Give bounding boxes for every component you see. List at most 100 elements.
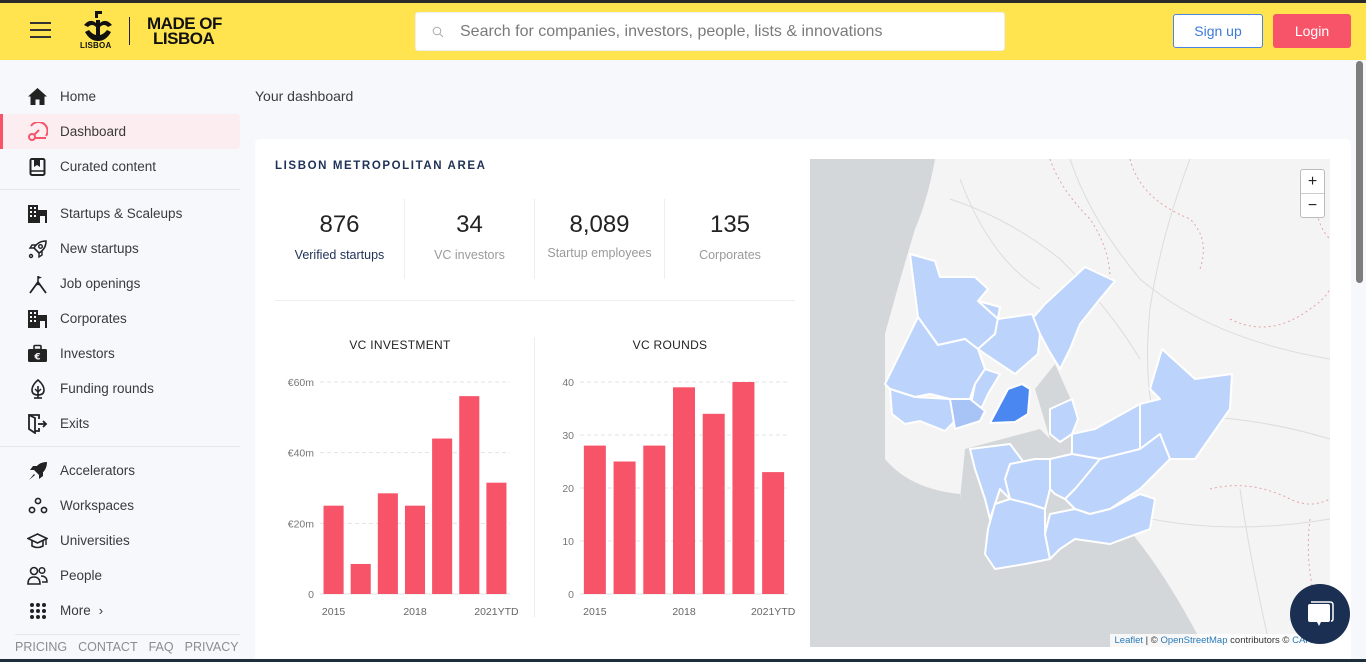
bar-2020[interactable] (732, 382, 755, 594)
sea-area (810, 159, 960, 647)
bar-2020[interactable] (459, 396, 480, 594)
svg-text:€: € (33, 353, 40, 363)
region-setubal[interactable] (1044, 493, 1156, 560)
bar-2019[interactable] (432, 438, 453, 594)
sidebar-item-universities[interactable]: Universities (0, 523, 240, 558)
leaflet-link[interactable]: Leaflet (1114, 635, 1144, 646)
logo-divider (129, 17, 130, 45)
card-title: LISBON METROPOLITAN AREA (275, 160, 487, 172)
bar-2021YTD[interactable] (486, 482, 507, 594)
municipalities[interactable] (884, 253, 1233, 570)
map-zoom-control: + − (1300, 169, 1325, 218)
sign-up-button[interactable]: Sign up (1173, 14, 1263, 48)
buildings-icon (27, 203, 48, 224)
sidebar-item-label: Exits (60, 416, 90, 431)
sidebar-item-people[interactable]: People (0, 558, 240, 593)
bar-2018[interactable] (404, 505, 426, 594)
sidebar-item-label: Curated content (60, 159, 157, 174)
sidebar-item-curated-content[interactable]: Curated content (0, 149, 240, 184)
bar-2018[interactable] (673, 387, 695, 594)
dashboard-gauge-icon (27, 121, 48, 142)
footer-link-privacy[interactable]: PRIVACY (184, 640, 239, 654)
menu-icon[interactable] (30, 22, 51, 38)
zoom-in-button[interactable]: + (1301, 170, 1324, 194)
bar-2017[interactable] (377, 493, 398, 594)
sidebar-item-job-openings[interactable]: Job openings (0, 266, 240, 301)
login-button[interactable]: Login (1273, 14, 1351, 48)
region-oeiras[interactable] (949, 398, 986, 430)
sidebar-footer-divider (15, 634, 240, 635)
sidebar-item-dashboard[interactable]: Dashboard (0, 114, 240, 149)
vc-rounds-svg: 0 10 20 30 40 2015 2018 2021YTD (562, 377, 795, 618)
grid-dots-icon (27, 600, 48, 621)
sidebar-item-label: Corporates (60, 311, 127, 326)
sidebar-item-startups-scaleups[interactable]: Startups & Scaleups (0, 196, 240, 231)
made-of-lisboa-logo[interactable]: MADE OF LISBOA (147, 14, 222, 48)
sidebar-item-corporates[interactable]: Corporates (0, 301, 240, 336)
home-icon (27, 86, 48, 107)
sidebar-item-new-startups[interactable]: New startups (0, 231, 240, 266)
region-sesimbra[interactable] (984, 498, 1051, 570)
lisboa-logo-icon[interactable] (78, 10, 118, 56)
region-cascais[interactable] (889, 388, 956, 432)
bar-2016[interactable] (613, 461, 636, 595)
page-scrollbar[interactable] (1356, 61, 1363, 283)
zoom-out-button[interactable]: − (1307, 197, 1318, 214)
y-tick-label: 20 (562, 483, 574, 495)
y-tick-label: €60m (288, 377, 315, 389)
sidebar-item-label: More › (60, 603, 103, 618)
bar-2015[interactable] (323, 505, 344, 594)
window-bottom-edge (0, 659, 1366, 662)
bar-2021YTD[interactable] (762, 472, 785, 594)
page-title: Your dashboard (255, 88, 354, 104)
y-tick-label: 10 (562, 536, 574, 548)
bar-2015[interactable] (583, 445, 606, 594)
footer-link-pricing[interactable]: PRICING (15, 640, 68, 654)
chart-separator (534, 337, 535, 617)
search-input[interactable] (460, 13, 990, 50)
stat-value: 876 (319, 211, 360, 238)
stat-verified-startups[interactable]: 876 Verified startups (275, 199, 405, 279)
bar-2019[interactable] (702, 413, 725, 594)
sidebar-item-label: New startups (60, 241, 139, 256)
map-canvas[interactable] (810, 159, 1330, 647)
sidebar-item-more[interactable]: More › (0, 593, 240, 628)
sidebar-item-exits[interactable]: Exits (0, 406, 240, 441)
x-tick-label: 2015 (322, 606, 346, 618)
stat-value: 8,089 (569, 211, 630, 238)
osm-link[interactable]: OpenStreetMap (1160, 635, 1228, 646)
bar-2016[interactable] (350, 563, 371, 594)
chat-widget-button[interactable] (1290, 584, 1350, 644)
y-tick-label: 30 (562, 430, 574, 442)
footer-link-faq[interactable]: FAQ (148, 640, 174, 654)
footer-link-contact[interactable]: CONTACT (78, 640, 138, 654)
x-tick-label: 2018 (403, 606, 427, 618)
region-seixal[interactable] (1004, 458, 1061, 510)
chevron-right-icon: › (98, 603, 104, 618)
region-loures[interactable] (977, 300, 1041, 375)
buildings-icon (27, 308, 48, 329)
chat-bubble-icon (1308, 601, 1334, 626)
stat-label: VC investors (434, 248, 505, 262)
stat-startup-employees[interactable]: 8,089 Startup employees (535, 199, 665, 279)
stat-label: Corporates (699, 248, 761, 262)
bar-2017[interactable] (643, 445, 666, 594)
logo-line-1: MADE OF (147, 14, 222, 33)
bookmark-book-icon (27, 156, 48, 177)
logo-line-2: LISBOA (153, 29, 215, 48)
sidebar-item-workspaces[interactable]: Workspaces (0, 488, 240, 523)
sidebar-item-label: Workspaces (60, 498, 135, 513)
region-vila-franca[interactable] (1031, 266, 1116, 370)
footer-links: PRICING CONTACT FAQ PRIVACY (15, 640, 239, 654)
sidebar-item-home[interactable]: Home (0, 79, 240, 114)
sidebar-item-funding-rounds[interactable]: Funding rounds (0, 371, 240, 406)
exit-door-icon (27, 413, 48, 434)
sidebar-item-investors[interactable]: € Investors (0, 336, 240, 371)
region-lisboa-highlight[interactable] (989, 383, 1031, 424)
stat-vc-investors[interactable]: 34 VC investors (405, 199, 535, 279)
sidebar-item-label: Funding rounds (60, 381, 154, 396)
sidebar-item-accelerators[interactable]: Accelerators (0, 453, 240, 488)
circles-icon (27, 495, 48, 516)
stat-corporates[interactable]: 135 Corporates (665, 199, 795, 279)
region-map[interactable]: + − Leaflet | © OpenStreetMap contributo… (810, 159, 1330, 647)
